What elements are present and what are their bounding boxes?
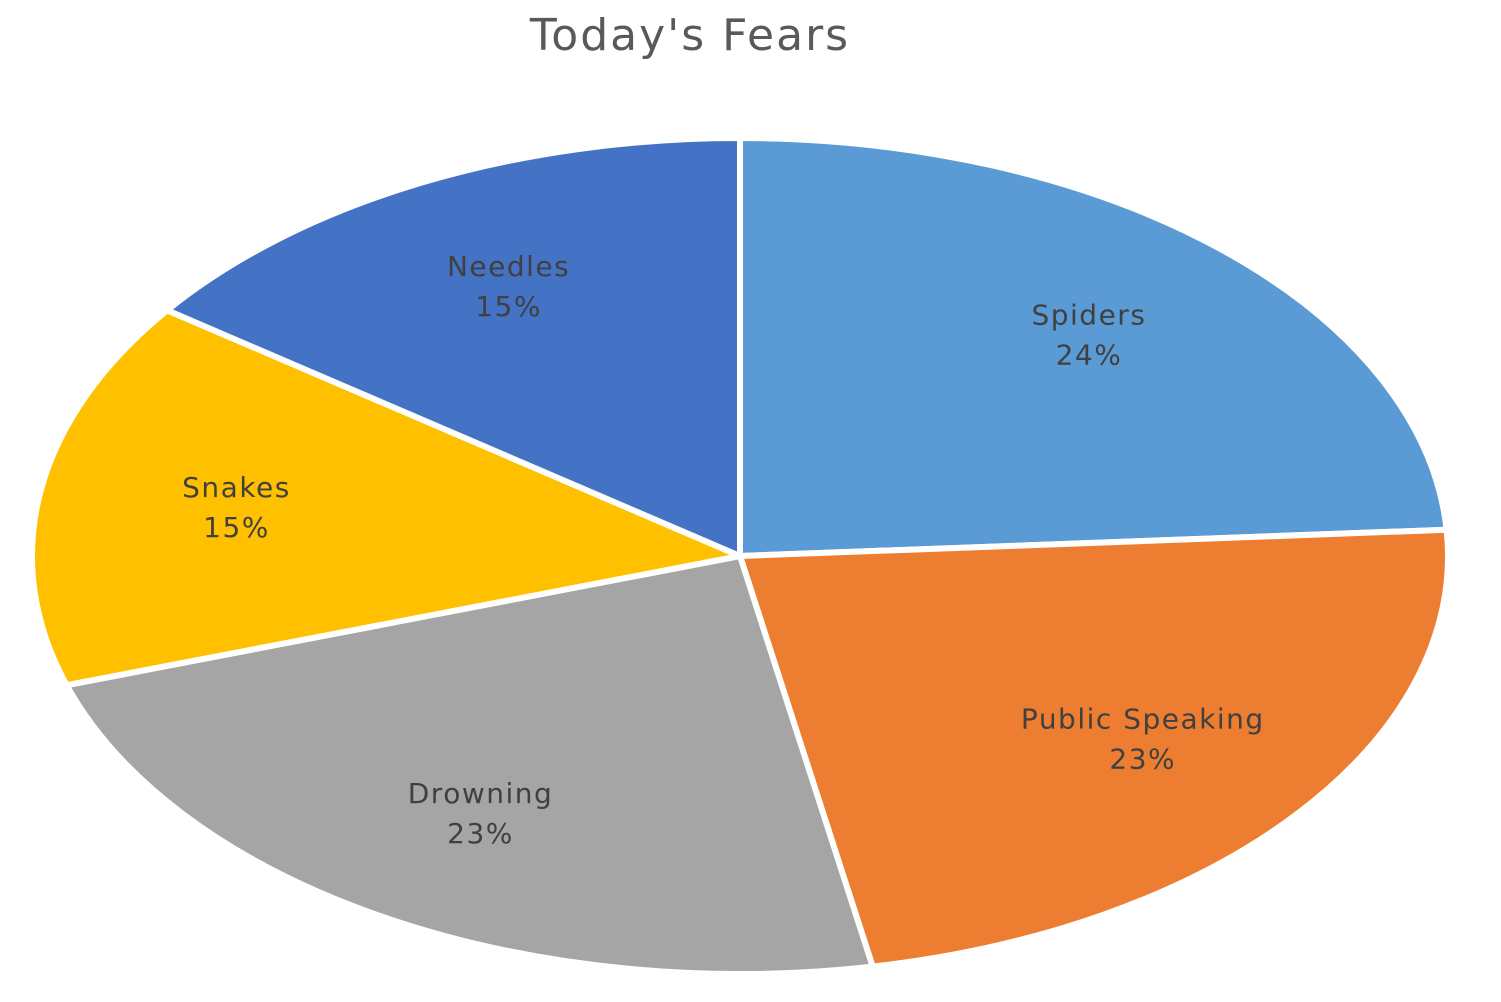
pie-slice [737,135,1450,559]
slice-label: Needles [447,250,570,283]
slice-value-label: 15% [475,290,542,323]
slice-value-label: 24% [1056,339,1123,372]
slice-label: Drowning [408,777,554,810]
pie-slice [63,553,876,977]
slice-value-label: 23% [1109,742,1176,775]
slice-value-label: 15% [203,511,270,544]
pie-slice [29,307,743,689]
chart-title: Today's Fears [529,10,850,61]
slice-label: Spiders [1031,299,1146,332]
pie-slice [164,135,743,559]
pie [29,135,1451,977]
slice-value-label: 23% [447,817,514,850]
pie-slice [737,526,1451,970]
slice-label: Public Speaking [1021,702,1265,735]
data-labels: Spiders 24% Public Speaking 23% Drowning 23% S… [182,250,1265,850]
slice-label: Snakes [182,471,291,504]
